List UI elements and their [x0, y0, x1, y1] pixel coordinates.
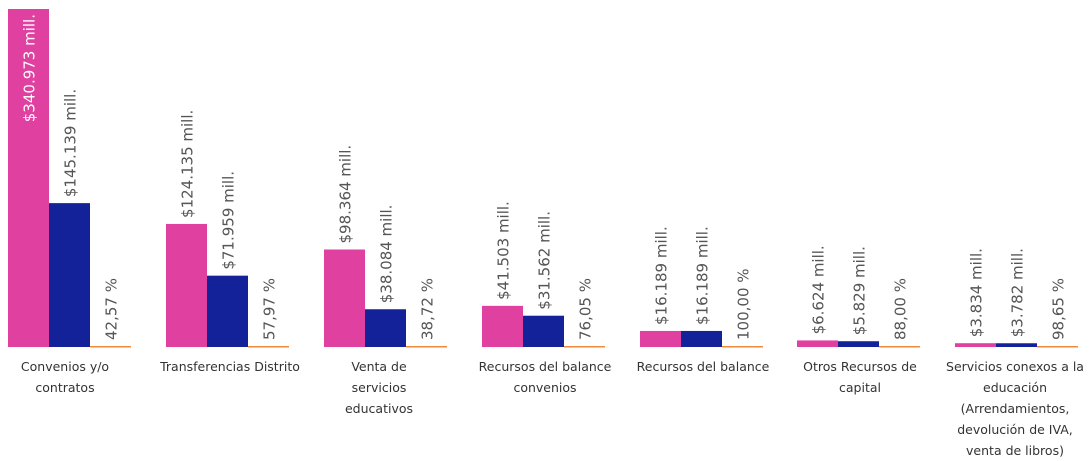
data-label-pct-4: 100,00 % — [735, 268, 753, 340]
data-label-pink-6: $3.834 mill. — [968, 248, 986, 337]
category-label-transferencias: Transferencias Distrito — [160, 359, 300, 374]
category-label-venta-servicios: Venta de servicios educativos — [344, 359, 413, 416]
bar-pink-2 — [324, 249, 365, 347]
bar-pct-3 — [564, 346, 605, 348]
data-label-pct-5: 88,00 % — [892, 278, 910, 340]
category-label-convenios: Convenios y/o contratos — [20, 359, 110, 395]
data-label-pink-3: $41.503 mill. — [495, 201, 513, 300]
bar-blue-4 — [681, 330, 722, 347]
bar-pct-1 — [248, 346, 289, 348]
bar-pct-4 — [722, 346, 763, 348]
data-label-blue-1: $71.959 mill. — [220, 171, 238, 270]
bar-blue-6 — [996, 343, 1037, 347]
bar-pink-0 — [8, 9, 49, 347]
data-label-blue-6: $3.782 mill. — [1009, 248, 1027, 337]
data-label-pct-2: 38,72 % — [419, 278, 437, 340]
data-label-blue-3: $31.562 mill. — [536, 211, 554, 310]
category-label-recursos-balance-convenios: Recursos del balance convenios — [478, 359, 612, 395]
bar-pink-5 — [797, 340, 838, 347]
data-label-blue-2: $38.084 mill. — [378, 205, 396, 304]
category-label-otros-recursos: Otros Recursos de capital — [803, 359, 917, 395]
bar-pink-6 — [955, 343, 996, 347]
bar-blue-0 — [49, 203, 90, 347]
bar-pct-5 — [879, 346, 920, 348]
bar-blue-2 — [365, 309, 406, 347]
bar-pct-2 — [406, 346, 447, 348]
data-label-blue-0: $145.139 mill. — [62, 89, 80, 197]
data-label-pct-0: 42,57 % — [103, 278, 121, 340]
data-label-pink-0: $340.973 mill. — [21, 14, 39, 122]
bar-pink-3 — [482, 305, 523, 347]
data-label-pct-3: 76,05 % — [577, 278, 595, 340]
bar-pink-1 — [166, 223, 207, 347]
bar-pct-0 — [90, 346, 131, 348]
bar-pink-4 — [640, 330, 681, 347]
data-label-blue-4: $16.189 mill. — [694, 226, 712, 325]
bar-blue-1 — [207, 275, 248, 347]
category-label-servicios-conexos: Servicios conexos a la educación (Arrend… — [946, 359, 1084, 458]
bar-blue-5 — [838, 341, 879, 347]
data-label-pink-4: $16.189 mill. — [653, 226, 671, 325]
data-label-pink-1: $124.135 mill. — [179, 110, 197, 218]
data-label-blue-5: $5.829 mill. — [851, 246, 869, 335]
data-label-pink-5: $6.624 mill. — [810, 245, 828, 334]
bar-blue-3 — [523, 315, 564, 347]
data-label-pink-2: $98.364 mill. — [337, 145, 355, 244]
bar-pct-6 — [1037, 346, 1078, 348]
data-label-pct-1: 57,97 % — [261, 278, 279, 340]
category-label-recursos-balance: Recursos del balance — [636, 359, 770, 374]
data-label-pct-6: 98,65 % — [1050, 278, 1068, 340]
